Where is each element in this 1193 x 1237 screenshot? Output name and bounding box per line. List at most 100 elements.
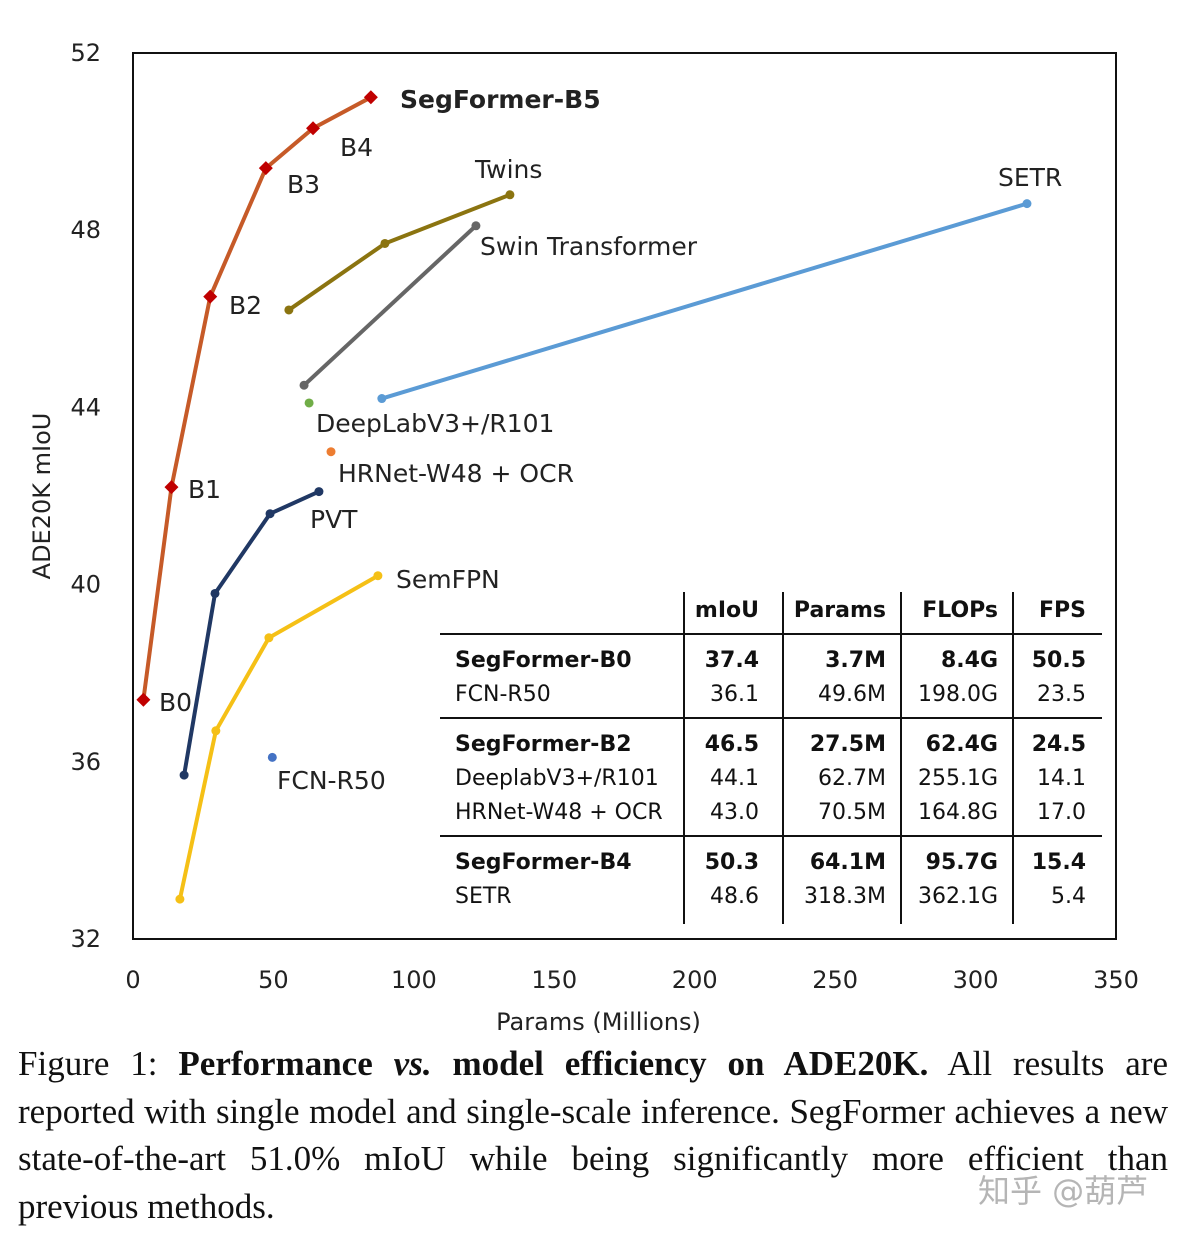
series-line [302, 224, 478, 387]
table-row: SETR 48.6 318.3M 362.1G 5.4 [440, 878, 1102, 912]
table-cell: 362.1G [917, 884, 998, 909]
table-row: DeeplabV3+/R101 44.1 62.7M 255.1G 14.1 [440, 760, 1102, 794]
data-point [264, 633, 274, 643]
table-cell: FCN-R50 [455, 682, 551, 707]
table-cell: 48.6 [710, 884, 759, 909]
x-tick-label: 150 [531, 966, 577, 994]
table-column-divider [782, 592, 784, 924]
point-label: B3 [287, 170, 320, 199]
data-point-diamond [203, 289, 218, 304]
table-row: FCN-R50 36.1 49.6M 198.0G 23.5 [440, 676, 1102, 710]
series-label: FCN-R50 [277, 766, 386, 795]
table-cell: 62.7M [818, 766, 886, 791]
table-cell: 23.5 [1037, 682, 1086, 707]
table-header: mIoU Params FLOPs FPS [440, 592, 1102, 626]
data-point [373, 571, 383, 581]
point-label: B1 [188, 475, 221, 504]
caption-italic: vs. [393, 1044, 432, 1083]
data-point-diamond [258, 161, 273, 176]
table-cell: 15.4 [1031, 850, 1086, 875]
data-point [211, 726, 221, 736]
y-tick-label: 44 [70, 393, 101, 421]
series-label: Twins [474, 155, 542, 184]
table-cell: FPS [1039, 598, 1086, 623]
data-point [267, 752, 277, 762]
table-cell: 62.4G [925, 732, 998, 757]
series-line [177, 574, 379, 900]
watermark: 知乎 @葫芦 [978, 1172, 1149, 1210]
series-label: DeepLabV3+/R101 [316, 409, 554, 438]
x-tick-label: 350 [1093, 966, 1139, 994]
y-tick-label: 32 [70, 925, 101, 953]
point-label: SegFormer-B5 [400, 85, 601, 114]
x-tick-label: 100 [391, 966, 437, 994]
data-point [304, 398, 314, 408]
table-cell: FLOPs [922, 598, 998, 623]
table-column-divider [1012, 592, 1014, 924]
results-table: mIoU Params FLOPs FPS SegFormer-B0 37.4 3.7M 8.… [440, 592, 1102, 924]
figure-caption: Figure 1: Performance vs. model efficien… [18, 1040, 1168, 1230]
table-cell: HRNet-W48 + OCR [455, 800, 663, 825]
data-point [505, 190, 515, 200]
caption-prefix: Figure 1: [18, 1044, 179, 1083]
x-tick-label: 0 [125, 966, 140, 994]
table-cell: 255.1G [917, 766, 998, 791]
data-point-diamond [164, 480, 179, 495]
table-cell: 50.5 [1031, 648, 1086, 673]
caption-bold: Performance [178, 1044, 394, 1083]
table-cell: mIoU [694, 598, 759, 623]
table-cell: 24.5 [1031, 732, 1086, 757]
table-cell: 49.6M [818, 682, 886, 707]
data-point [314, 487, 324, 497]
y-tick-label: 36 [70, 748, 101, 776]
table-divider [440, 835, 1102, 837]
x-tick-label: 250 [812, 966, 858, 994]
table-cell: 5.4 [1051, 884, 1086, 909]
data-point [471, 221, 481, 231]
table-cell: SegFormer-B0 [455, 648, 632, 673]
data-point [284, 305, 294, 315]
table-cell: 50.3 [704, 850, 759, 875]
data-point-diamond [363, 90, 378, 105]
table-row: SegFormer-B0 37.4 3.7M 8.4G 50.5 [440, 642, 1102, 676]
table-divider [440, 717, 1102, 719]
table-cell: 17.0 [1037, 800, 1086, 825]
point-label: B4 [340, 133, 373, 162]
y-tick-label: 52 [70, 39, 101, 67]
data-point-diamond [306, 121, 321, 136]
y-tick-label: 48 [70, 216, 101, 244]
series-label: HRNet-W48 + OCR [338, 459, 574, 488]
table-cell: 44.1 [710, 766, 759, 791]
x-axis-label: Params (Millions) [496, 1008, 701, 1036]
table-cell: DeeplabV3+/R101 [455, 766, 659, 791]
data-point [380, 238, 390, 248]
table-cell: 27.5M [809, 732, 886, 757]
series-label: Swin Transformer [480, 232, 698, 261]
table-cell: 43.0 [710, 800, 759, 825]
data-point [175, 894, 185, 904]
table-cell: 46.5 [704, 732, 759, 757]
y-tick-label: 40 [70, 571, 101, 599]
x-tick-label: 50 [258, 966, 289, 994]
table-cell: 164.8G [917, 800, 998, 825]
table-row: SegFormer-B4 50.3 64.1M 95.7G 15.4 [440, 844, 1102, 878]
table-cell: Params [793, 598, 886, 623]
plot-frame [132, 52, 1117, 940]
series-line [381, 201, 1028, 401]
table-cell: 70.5M [818, 800, 886, 825]
data-point [179, 770, 189, 780]
table-cell: SegFormer-B4 [455, 850, 632, 875]
table-cell: 64.1M [809, 850, 886, 875]
chart: 0 50 100 150 200 250 300 350 32 36 40 44 48 52 Params … [28, 39, 1139, 1036]
point-label: B0 [159, 688, 192, 717]
data-point-diamond [136, 692, 151, 707]
table-column-divider [900, 592, 902, 924]
data-point [326, 447, 336, 457]
table-divider [440, 633, 1102, 635]
series-line [287, 192, 511, 312]
table-cell: 95.7G [925, 850, 998, 875]
table-cell: 14.1 [1037, 766, 1086, 791]
x-tick-label: 300 [953, 966, 999, 994]
table-cell: SegFormer-B2 [455, 732, 632, 757]
